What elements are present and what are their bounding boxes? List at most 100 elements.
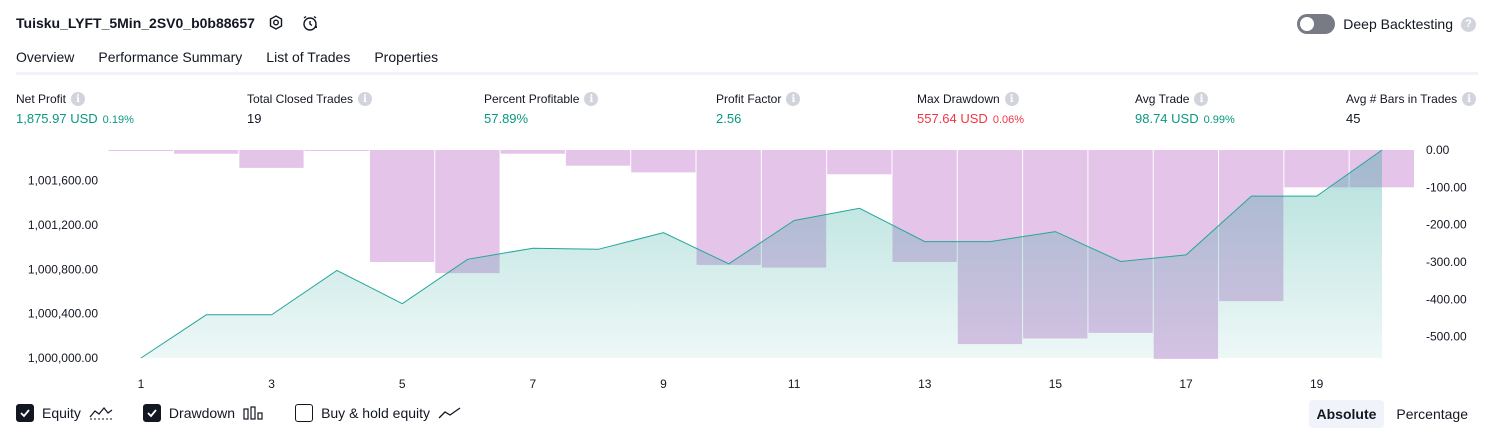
x-tick-label: 7 bbox=[530, 377, 537, 391]
x-tick-label: 9 bbox=[660, 377, 667, 391]
stat-percent: 0.19% bbox=[102, 114, 134, 126]
info-icon[interactable]: i bbox=[786, 92, 801, 106]
chart-legend: Equity Drawdown Buy & hold equity bbox=[16, 404, 462, 422]
drawdown-bar bbox=[304, 150, 369, 151]
drawdown-bar bbox=[696, 150, 761, 265]
x-tick-label: 15 bbox=[1049, 377, 1063, 391]
x-tick-label: 1 bbox=[138, 377, 145, 391]
stat-value: 2.56 bbox=[716, 111, 742, 126]
tab-list-of-trades[interactable]: List of Trades bbox=[266, 49, 351, 65]
y-left-tick-label: 1,001,600.00 bbox=[28, 174, 98, 188]
stat-value: 557.64 USD bbox=[917, 111, 988, 126]
report-tabs: Overview Performance Summary List of Tra… bbox=[16, 48, 439, 75]
stat-value: 1,875.97 USD bbox=[16, 111, 98, 126]
stat-profit-factor: Profit Factor i 2.56 bbox=[716, 92, 801, 126]
equity-checkbox[interactable] bbox=[16, 404, 34, 422]
y-right-tick-label: -100.00 bbox=[1426, 180, 1467, 194]
check-icon bbox=[20, 409, 30, 418]
y-left-tick-label: 1,000,400.00 bbox=[28, 307, 98, 321]
x-tick-label: 13 bbox=[918, 377, 932, 391]
tabs-divider bbox=[16, 72, 1478, 75]
y-right-tick-label: 0.00 bbox=[1426, 143, 1450, 157]
y-right-tick-label: -300.00 bbox=[1426, 255, 1467, 269]
stat-label: Profit Factor bbox=[716, 92, 782, 106]
drawdown-bar bbox=[500, 150, 565, 154]
drawdown-icon bbox=[243, 406, 263, 420]
y-right-tick-label: -200.00 bbox=[1426, 218, 1467, 232]
stat-max-drawdown: Max Drawdown i 557.64 USD 0.06% bbox=[917, 92, 1024, 126]
stat-label: Avg # Bars in Trades bbox=[1346, 92, 1458, 106]
info-icon[interactable]: i bbox=[1194, 92, 1209, 106]
x-tick-label: 17 bbox=[1179, 377, 1193, 391]
tab-overview[interactable]: Overview bbox=[16, 48, 75, 75]
legend-buy-hold[interactable]: Buy & hold equity bbox=[295, 404, 462, 422]
x-tick-label: 3 bbox=[268, 377, 275, 391]
drawdown-bar bbox=[108, 150, 173, 151]
x-tick-label: 5 bbox=[399, 377, 406, 391]
drawdown-bar bbox=[174, 150, 239, 154]
drawdown-checkbox[interactable] bbox=[142, 404, 161, 422]
buy-hold-checkbox[interactable] bbox=[295, 404, 314, 422]
equity-area bbox=[141, 150, 1382, 358]
info-icon[interactable]: i bbox=[1462, 92, 1477, 106]
equity-drawdown-chart[interactable]: 1,001,600.00 1,001,200.00 1,000,800.00 1,00… bbox=[0, 140, 1494, 392]
drawdown-bar bbox=[435, 150, 500, 274]
settings-icon[interactable] bbox=[266, 13, 286, 33]
alert-clock-icon[interactable] bbox=[300, 13, 320, 33]
toggle-knob bbox=[1300, 17, 1315, 31]
legend-label: Equity bbox=[42, 405, 81, 421]
stat-label: Percent Profitable bbox=[484, 92, 580, 106]
percentage-button[interactable]: Percentage bbox=[1396, 406, 1468, 422]
legend-label: Buy & hold equity bbox=[321, 405, 431, 421]
deep-backtesting-control: Deep Backtesting ? bbox=[1297, 14, 1476, 34]
tab-performance-summary[interactable]: Performance Summary bbox=[98, 49, 243, 65]
buy-hold-icon bbox=[438, 407, 461, 419]
legend-label: Drawdown bbox=[168, 405, 236, 421]
equity-line bbox=[140, 149, 1383, 359]
stat-total-closed-trades: Total Closed Trades i 19 bbox=[247, 92, 373, 126]
help-icon[interactable]: ? bbox=[1461, 16, 1476, 32]
info-icon[interactable]: i bbox=[1004, 92, 1019, 106]
x-tick-label: 11 bbox=[788, 377, 801, 391]
check-icon bbox=[147, 409, 157, 418]
strategy-title: Tuisku_LYFT_5Min_2SV0_b0b88657 bbox=[16, 15, 255, 31]
drawdown-bar bbox=[565, 150, 631, 166]
legend-drawdown[interactable]: Drawdown bbox=[142, 404, 265, 422]
summary-stats: Net Profit i 1,875.97 USD 0.19% Total Clos… bbox=[0, 92, 1494, 132]
y-left-tick-label: 1,000,000.00 bbox=[28, 351, 98, 365]
drawdown-bar bbox=[239, 150, 304, 168]
stat-avg-trade: Avg Trade i 98.74 USD 0.99% bbox=[1135, 92, 1235, 126]
info-icon[interactable]: i bbox=[71, 92, 86, 106]
stat-label: Max Drawdown bbox=[917, 92, 1000, 106]
stat-value: 19 bbox=[247, 111, 262, 126]
y-left-tick-label: 1,001,200.00 bbox=[28, 218, 98, 232]
stat-value: 57.89% bbox=[484, 111, 529, 126]
value-mode-switch: Absolute Percentage bbox=[1308, 400, 1477, 428]
y-left-tick-label: 1,000,800.00 bbox=[28, 262, 98, 276]
stat-percent-profitable: Percent Profitable i 57.89% bbox=[484, 92, 599, 126]
drawdown-bar bbox=[631, 150, 696, 173]
stat-percent: 0.99% bbox=[1203, 114, 1235, 126]
equity-icon bbox=[89, 407, 113, 420]
tab-properties[interactable]: Properties bbox=[374, 49, 439, 65]
legend-equity[interactable]: Equity bbox=[16, 404, 113, 422]
drawdown-bar bbox=[827, 150, 892, 175]
deep-backtesting-toggle[interactable] bbox=[1297, 14, 1336, 34]
info-icon[interactable]: i bbox=[584, 92, 599, 106]
x-tick-label: 19 bbox=[1310, 377, 1324, 391]
info-icon[interactable]: i bbox=[358, 92, 373, 106]
stat-value: 45 bbox=[1346, 111, 1361, 126]
absolute-button[interactable]: Absolute bbox=[1308, 400, 1385, 428]
stat-value: 98.74 USD bbox=[1135, 111, 1199, 126]
stat-percent: 0.06% bbox=[992, 114, 1025, 126]
stat-avg-bars-in-trades: Avg # Bars in Trades i 45 bbox=[1346, 92, 1477, 126]
stat-label: Net Profit bbox=[16, 92, 67, 106]
report-header: Tuisku_LYFT_5Min_2SV0_b0b88657 Deep Back… bbox=[0, 0, 1494, 46]
stat-net-profit: Net Profit i 1,875.97 USD 0.19% bbox=[16, 92, 134, 126]
stat-label: Avg Trade bbox=[1135, 92, 1190, 106]
y-right-tick-label: -400.00 bbox=[1426, 292, 1467, 306]
stat-label: Total Closed Trades bbox=[247, 92, 354, 106]
drawdown-bar bbox=[369, 150, 435, 262]
y-right-tick-label: -500.00 bbox=[1426, 330, 1467, 344]
deep-backtesting-label: Deep Backtesting bbox=[1343, 16, 1453, 32]
